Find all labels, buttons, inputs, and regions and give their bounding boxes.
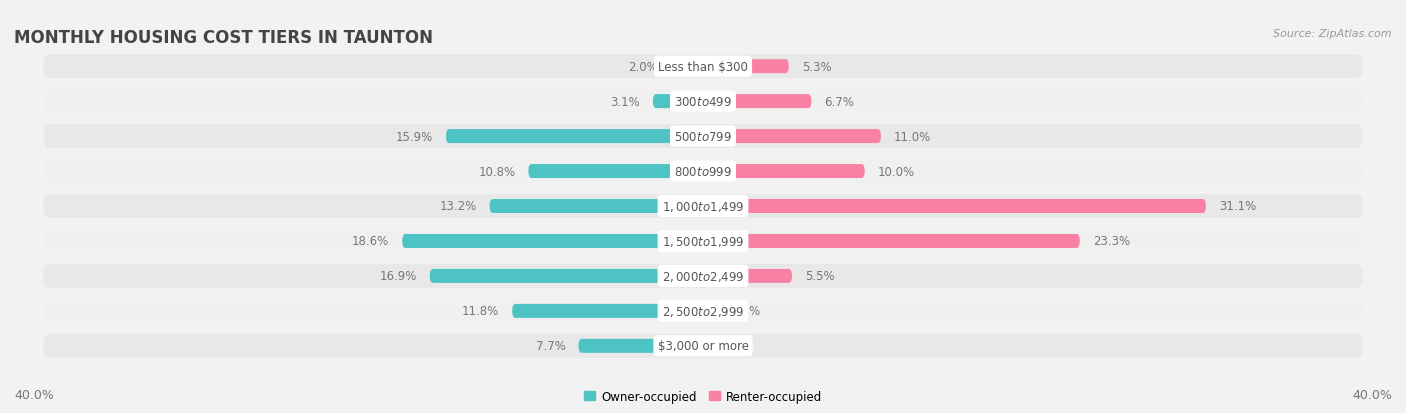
Legend: Owner-occupied, Renter-occupied: Owner-occupied, Renter-occupied <box>579 385 827 408</box>
Text: 5.3%: 5.3% <box>801 61 831 74</box>
Text: 18.6%: 18.6% <box>352 235 389 248</box>
FancyBboxPatch shape <box>44 90 1362 114</box>
Text: 11.0%: 11.0% <box>894 130 931 143</box>
FancyBboxPatch shape <box>703 60 789 74</box>
Text: 40.0%: 40.0% <box>14 388 53 401</box>
FancyBboxPatch shape <box>703 130 880 144</box>
FancyBboxPatch shape <box>703 165 865 178</box>
Text: $2,000 to $2,499: $2,000 to $2,499 <box>662 269 744 283</box>
FancyBboxPatch shape <box>44 125 1362 149</box>
FancyBboxPatch shape <box>44 264 1362 288</box>
Text: 16.9%: 16.9% <box>380 270 416 283</box>
Text: $1,500 to $1,999: $1,500 to $1,999 <box>662 235 744 248</box>
FancyBboxPatch shape <box>44 230 1362 253</box>
FancyBboxPatch shape <box>402 235 703 248</box>
Text: 40.0%: 40.0% <box>1353 388 1392 401</box>
Text: 0.0%: 0.0% <box>716 339 745 352</box>
Text: Less than $300: Less than $300 <box>658 61 748 74</box>
FancyBboxPatch shape <box>430 269 703 283</box>
Text: MONTHLY HOUSING COST TIERS IN TAUNTON: MONTHLY HOUSING COST TIERS IN TAUNTON <box>14 29 433 47</box>
FancyBboxPatch shape <box>578 339 703 353</box>
FancyBboxPatch shape <box>529 165 703 178</box>
FancyBboxPatch shape <box>512 304 703 318</box>
Text: 6.7%: 6.7% <box>824 95 853 108</box>
FancyBboxPatch shape <box>44 195 1362 218</box>
FancyBboxPatch shape <box>44 299 1362 323</box>
FancyBboxPatch shape <box>652 95 703 109</box>
FancyBboxPatch shape <box>703 304 710 318</box>
Text: 13.2%: 13.2% <box>440 200 477 213</box>
Text: 10.0%: 10.0% <box>877 165 915 178</box>
Text: $1,000 to $1,499: $1,000 to $1,499 <box>662 199 744 214</box>
FancyBboxPatch shape <box>703 95 811 109</box>
FancyBboxPatch shape <box>44 55 1362 79</box>
Text: 7.7%: 7.7% <box>536 339 565 352</box>
Text: $300 to $499: $300 to $499 <box>673 95 733 108</box>
FancyBboxPatch shape <box>703 269 792 283</box>
FancyBboxPatch shape <box>671 60 703 74</box>
Text: $800 to $999: $800 to $999 <box>673 165 733 178</box>
FancyBboxPatch shape <box>703 235 1080 248</box>
Text: $3,000 or more: $3,000 or more <box>658 339 748 352</box>
FancyBboxPatch shape <box>446 130 703 144</box>
Text: 10.8%: 10.8% <box>478 165 516 178</box>
Text: 31.1%: 31.1% <box>1219 200 1256 213</box>
Text: 2.0%: 2.0% <box>628 61 658 74</box>
Text: 3.1%: 3.1% <box>610 95 640 108</box>
FancyBboxPatch shape <box>44 334 1362 358</box>
FancyBboxPatch shape <box>489 199 703 214</box>
FancyBboxPatch shape <box>44 160 1362 183</box>
Text: 15.9%: 15.9% <box>395 130 433 143</box>
Text: $500 to $799: $500 to $799 <box>673 130 733 143</box>
Text: 0.44%: 0.44% <box>723 305 761 318</box>
FancyBboxPatch shape <box>703 199 1206 214</box>
Text: 11.8%: 11.8% <box>463 305 499 318</box>
Text: Source: ZipAtlas.com: Source: ZipAtlas.com <box>1274 29 1392 39</box>
Text: 23.3%: 23.3% <box>1092 235 1130 248</box>
Text: 5.5%: 5.5% <box>804 270 835 283</box>
Text: $2,500 to $2,999: $2,500 to $2,999 <box>662 304 744 318</box>
